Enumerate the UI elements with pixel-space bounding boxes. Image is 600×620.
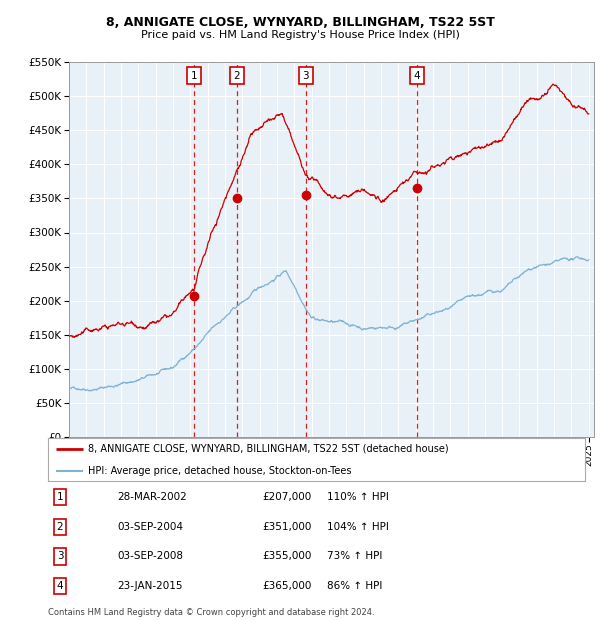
Text: 110% ↑ HPI: 110% ↑ HPI	[327, 492, 389, 502]
Text: 03-SEP-2008: 03-SEP-2008	[117, 551, 183, 562]
Text: £355,000: £355,000	[263, 551, 312, 562]
Text: 104% ↑ HPI: 104% ↑ HPI	[327, 521, 389, 532]
Text: 8, ANNIGATE CLOSE, WYNYARD, BILLINGHAM, TS22 5ST: 8, ANNIGATE CLOSE, WYNYARD, BILLINGHAM, …	[106, 16, 494, 29]
Text: £351,000: £351,000	[263, 521, 312, 532]
Text: HPI: Average price, detached house, Stockton-on-Tees: HPI: Average price, detached house, Stoc…	[88, 466, 352, 476]
Text: 28-MAR-2002: 28-MAR-2002	[117, 492, 187, 502]
Text: Contains HM Land Registry data © Crown copyright and database right 2024.: Contains HM Land Registry data © Crown c…	[48, 608, 374, 617]
Text: 2: 2	[233, 71, 240, 81]
Text: Price paid vs. HM Land Registry's House Price Index (HPI): Price paid vs. HM Land Registry's House …	[140, 30, 460, 40]
Text: £365,000: £365,000	[263, 581, 312, 591]
Text: 1: 1	[191, 71, 197, 81]
Text: 1: 1	[56, 492, 64, 502]
Text: 4: 4	[413, 71, 420, 81]
Text: £207,000: £207,000	[263, 492, 312, 502]
Text: 03-SEP-2004: 03-SEP-2004	[117, 521, 183, 532]
Text: 23-JAN-2015: 23-JAN-2015	[117, 581, 182, 591]
Text: 3: 3	[56, 551, 64, 562]
Text: 8, ANNIGATE CLOSE, WYNYARD, BILLINGHAM, TS22 5ST (detached house): 8, ANNIGATE CLOSE, WYNYARD, BILLINGHAM, …	[88, 444, 449, 454]
Text: 3: 3	[302, 71, 309, 81]
Text: 73% ↑ HPI: 73% ↑ HPI	[327, 551, 382, 562]
Text: 86% ↑ HPI: 86% ↑ HPI	[327, 581, 382, 591]
Text: 2: 2	[56, 521, 64, 532]
Text: 4: 4	[56, 581, 64, 591]
